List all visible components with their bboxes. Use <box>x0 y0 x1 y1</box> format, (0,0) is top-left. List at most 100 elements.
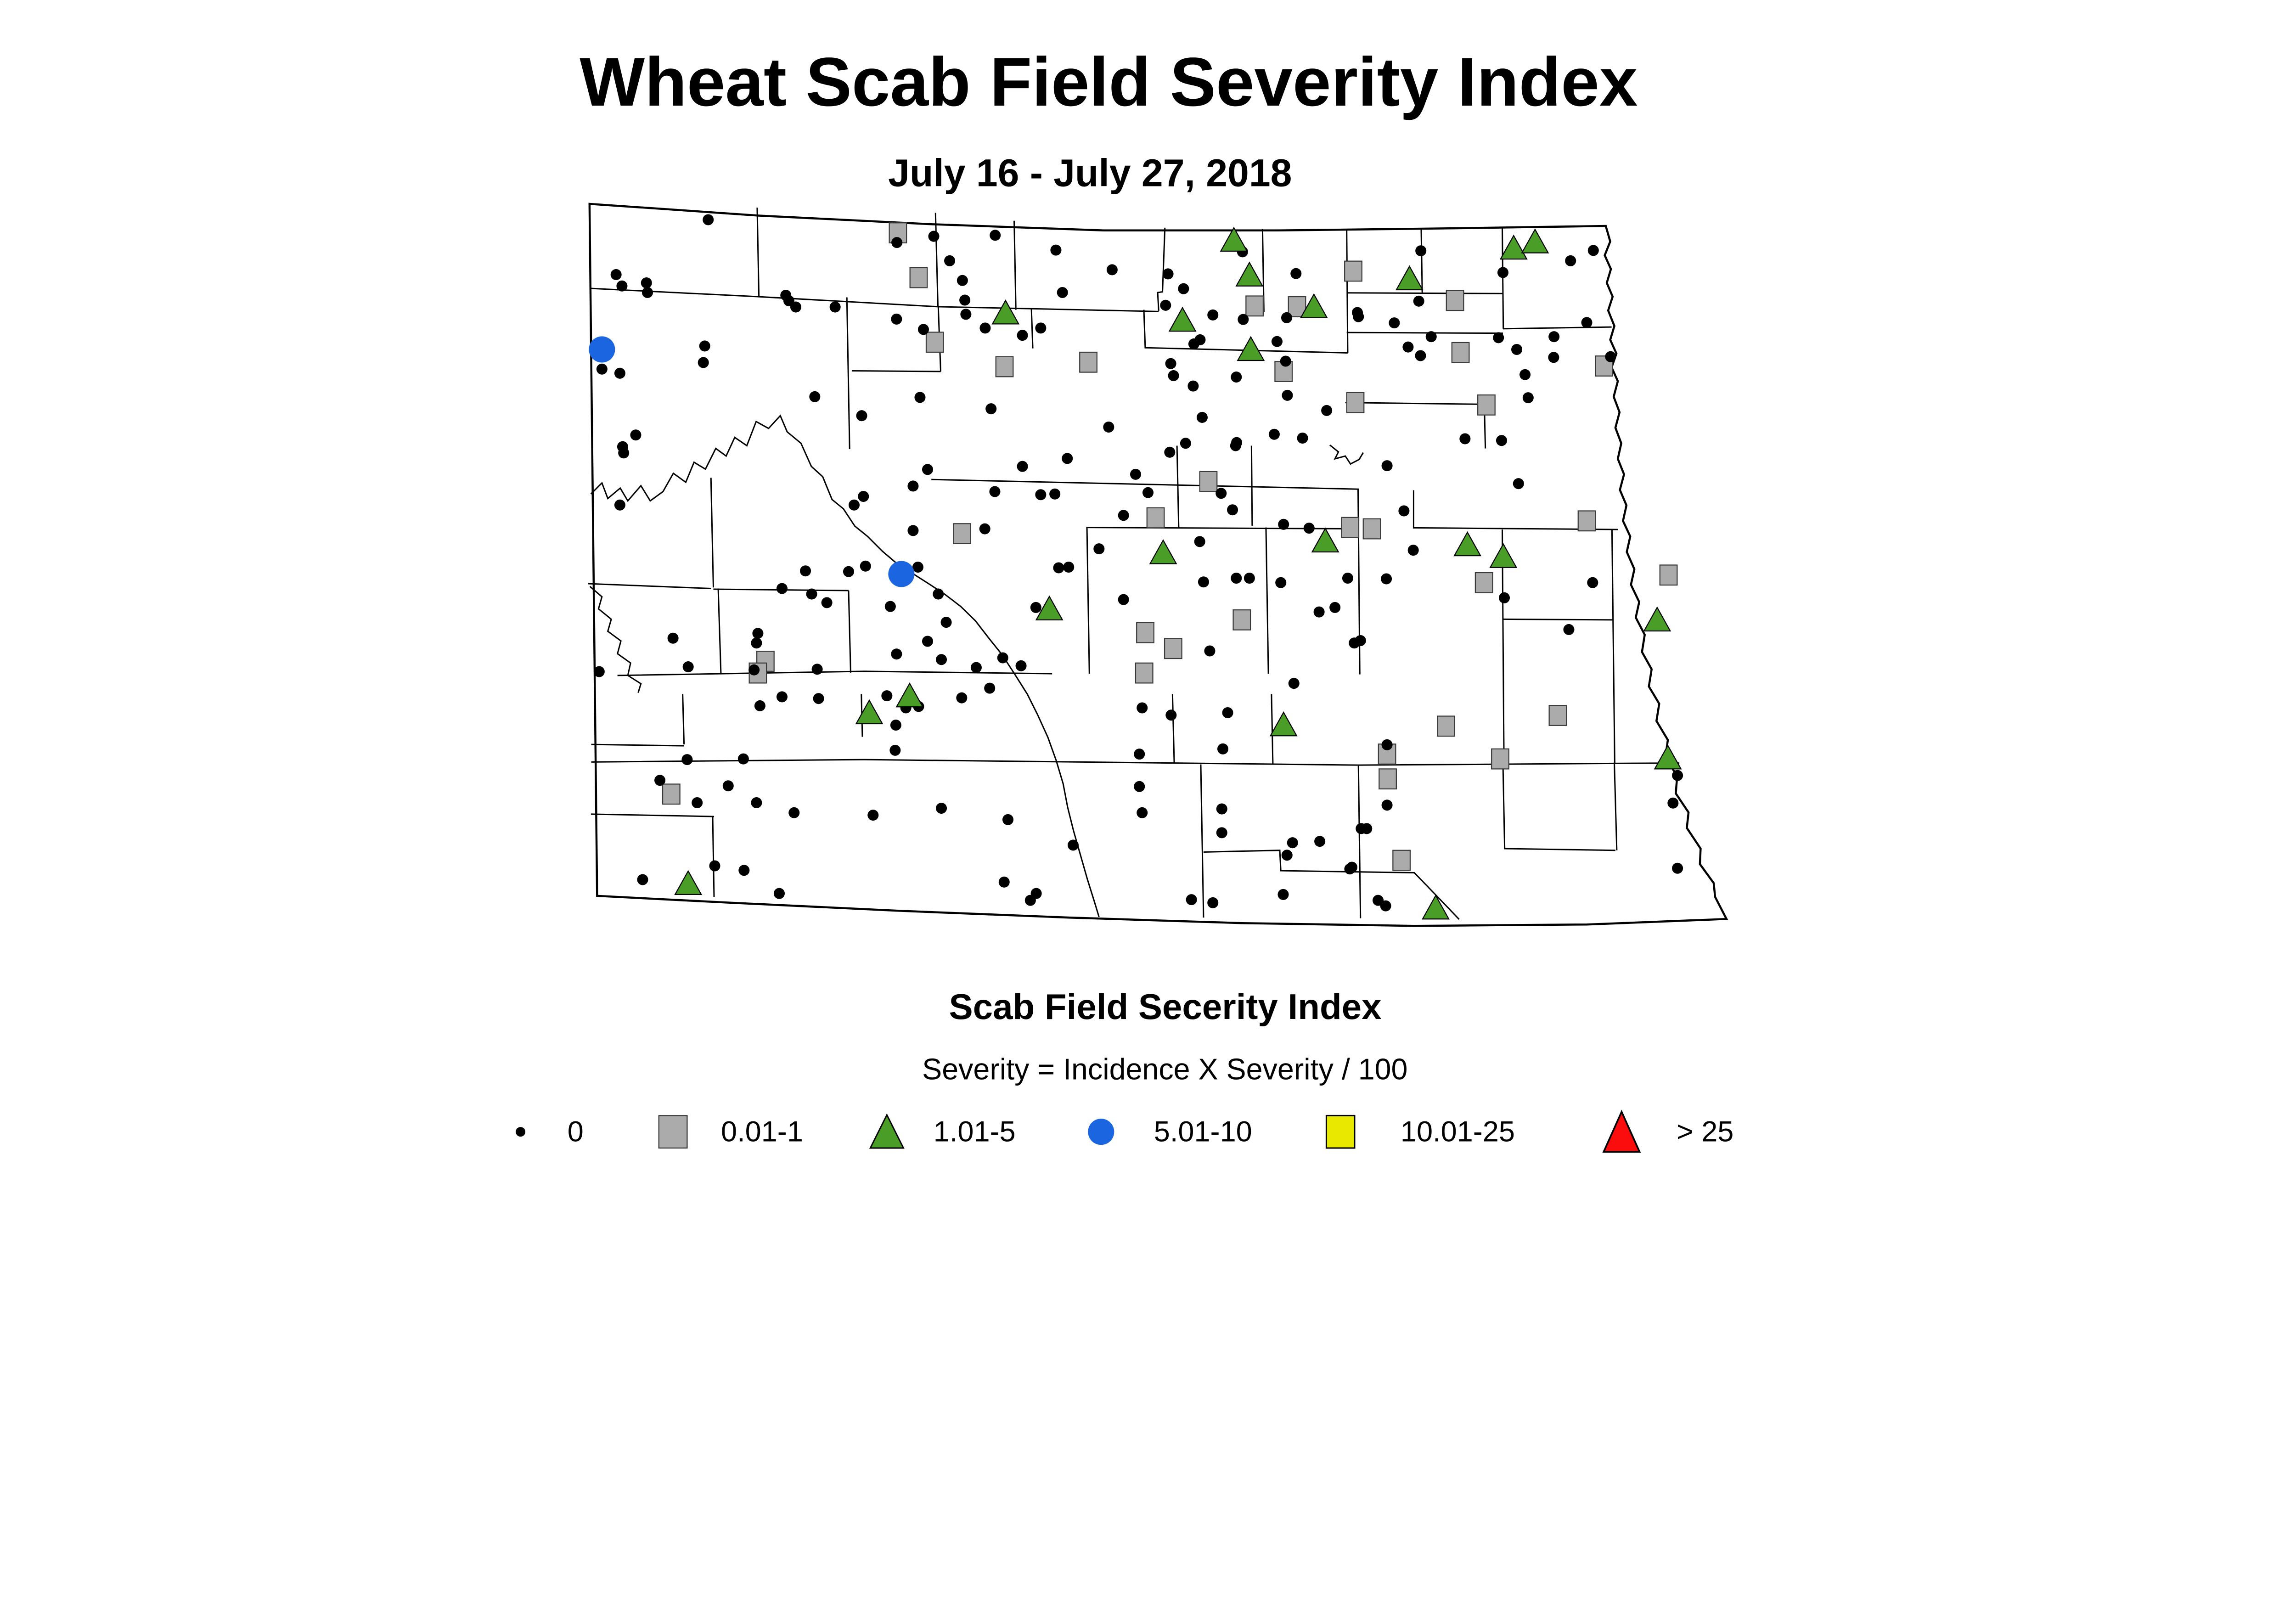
black-dot-marker <box>811 664 823 675</box>
black-dot-marker <box>1413 295 1424 307</box>
gray-square-marker <box>1245 295 1264 317</box>
black-dot-marker <box>1415 245 1427 257</box>
black-dot-marker <box>1198 576 1209 588</box>
black-dot-marker <box>1587 245 1599 256</box>
black-dot-marker <box>752 628 764 639</box>
missouri-river <box>590 414 1100 918</box>
gray-square-icon <box>658 1115 688 1149</box>
black-dot-marker <box>682 661 694 673</box>
black-dot-marker <box>681 754 693 766</box>
green-triangle-marker <box>895 682 924 708</box>
markers-black-dot <box>593 214 1683 912</box>
black-dot-marker <box>1271 336 1283 347</box>
green-triangle-marker <box>1235 261 1264 287</box>
black-dot-marker <box>788 807 800 818</box>
black-dot-marker <box>1280 355 1291 367</box>
green-triangle-marker <box>674 870 703 895</box>
green-triangle-marker <box>1220 226 1248 252</box>
gray-square-marker <box>995 356 1014 377</box>
gray-square-marker <box>909 267 928 288</box>
black-dot-marker <box>1268 428 1280 440</box>
black-dot-marker <box>1178 283 1189 294</box>
gray-square-marker <box>1346 392 1365 413</box>
black-dot-icon <box>516 1127 526 1137</box>
black-dot-marker <box>737 753 749 765</box>
black-dot-marker <box>813 693 824 704</box>
black-dot-marker <box>912 561 923 573</box>
black-dot-marker <box>891 313 902 325</box>
black-dot-marker <box>998 876 1010 888</box>
black-dot-marker <box>1381 573 1392 585</box>
gray-square-marker <box>1474 572 1493 593</box>
black-dot-marker <box>699 340 710 352</box>
black-dot-marker <box>1216 488 1227 499</box>
gray-square-marker <box>953 523 972 545</box>
map-canvas: Wheat Scab Field Severity Index July 16 … <box>516 43 1734 1153</box>
black-dot-marker <box>956 692 968 704</box>
green-triangle-marker <box>1237 336 1265 361</box>
legend-label: 5.01-10 <box>1154 1116 1252 1148</box>
black-dot-marker <box>593 666 605 677</box>
black-dot-marker <box>1563 624 1575 635</box>
black-dot-marker <box>754 700 765 711</box>
black-dot-marker <box>1380 900 1391 912</box>
black-dot-marker <box>800 565 811 577</box>
black-dot-marker <box>1137 807 1148 818</box>
green-triangle-marker <box>1311 527 1339 553</box>
black-dot-marker <box>1565 255 1576 266</box>
black-dot-marker <box>1216 803 1227 815</box>
black-dot-marker <box>1030 602 1041 613</box>
black-dot-marker <box>1017 330 1028 341</box>
black-dot-marker <box>1050 244 1062 256</box>
legend-formula: Severity = Incidence X Severity / 100 <box>922 1053 1407 1086</box>
black-dot-marker <box>959 294 971 306</box>
black-dot-marker <box>1053 562 1064 574</box>
black-dot-marker <box>1162 268 1174 280</box>
black-dot-marker <box>776 583 788 594</box>
black-dot-marker <box>829 301 841 313</box>
black-dot-marker <box>776 691 788 703</box>
black-dot-marker <box>1667 797 1679 809</box>
black-dot-marker <box>1035 489 1047 501</box>
black-dot-marker <box>1238 314 1249 325</box>
markers-blue-circle <box>589 336 915 587</box>
black-dot-marker <box>979 322 991 334</box>
black-dot-marker <box>1142 487 1154 498</box>
black-dot-marker <box>1496 435 1507 446</box>
black-dot-marker <box>1389 317 1400 329</box>
black-dot-marker <box>614 499 625 511</box>
black-dot-marker <box>917 324 929 335</box>
black-dot-marker <box>848 499 860 511</box>
black-dot-marker <box>940 617 952 628</box>
black-dot-marker <box>1519 369 1531 380</box>
green-triangle-marker <box>1395 265 1424 291</box>
gray-square-marker <box>1362 518 1381 540</box>
black-dot-marker <box>1067 839 1079 851</box>
black-dot-marker <box>1321 405 1333 416</box>
black-dot-marker <box>596 363 608 375</box>
black-dot-marker <box>944 255 956 266</box>
black-dot-marker <box>856 410 867 422</box>
black-dot-marker <box>1381 460 1393 472</box>
devils-lake <box>1329 444 1364 465</box>
black-dot-marker <box>790 301 802 313</box>
black-dot-marker <box>1134 749 1145 760</box>
black-dot-marker <box>1134 781 1145 792</box>
black-dot-marker <box>1231 372 1242 383</box>
black-dot-marker <box>722 780 734 792</box>
black-dot-marker <box>667 632 679 644</box>
page-subtitle: July 16 - July 27, 2018 <box>888 151 1292 194</box>
gray-square-marker <box>1146 507 1165 529</box>
black-dot-marker <box>1244 572 1255 584</box>
black-dot-marker <box>709 860 720 872</box>
green-triangle-marker <box>1499 234 1528 260</box>
black-dot-marker <box>1548 352 1559 363</box>
black-dot-marker <box>1275 577 1287 588</box>
page-title: Wheat Scab Field Severity Index <box>580 43 1638 120</box>
black-dot-marker <box>928 231 940 242</box>
black-dot-marker <box>703 214 714 225</box>
legend-label: 0.01-1 <box>721 1116 803 1148</box>
black-dot-marker <box>1062 453 1073 464</box>
black-dot-marker <box>933 588 944 600</box>
gray-square-marker <box>1379 768 1397 790</box>
